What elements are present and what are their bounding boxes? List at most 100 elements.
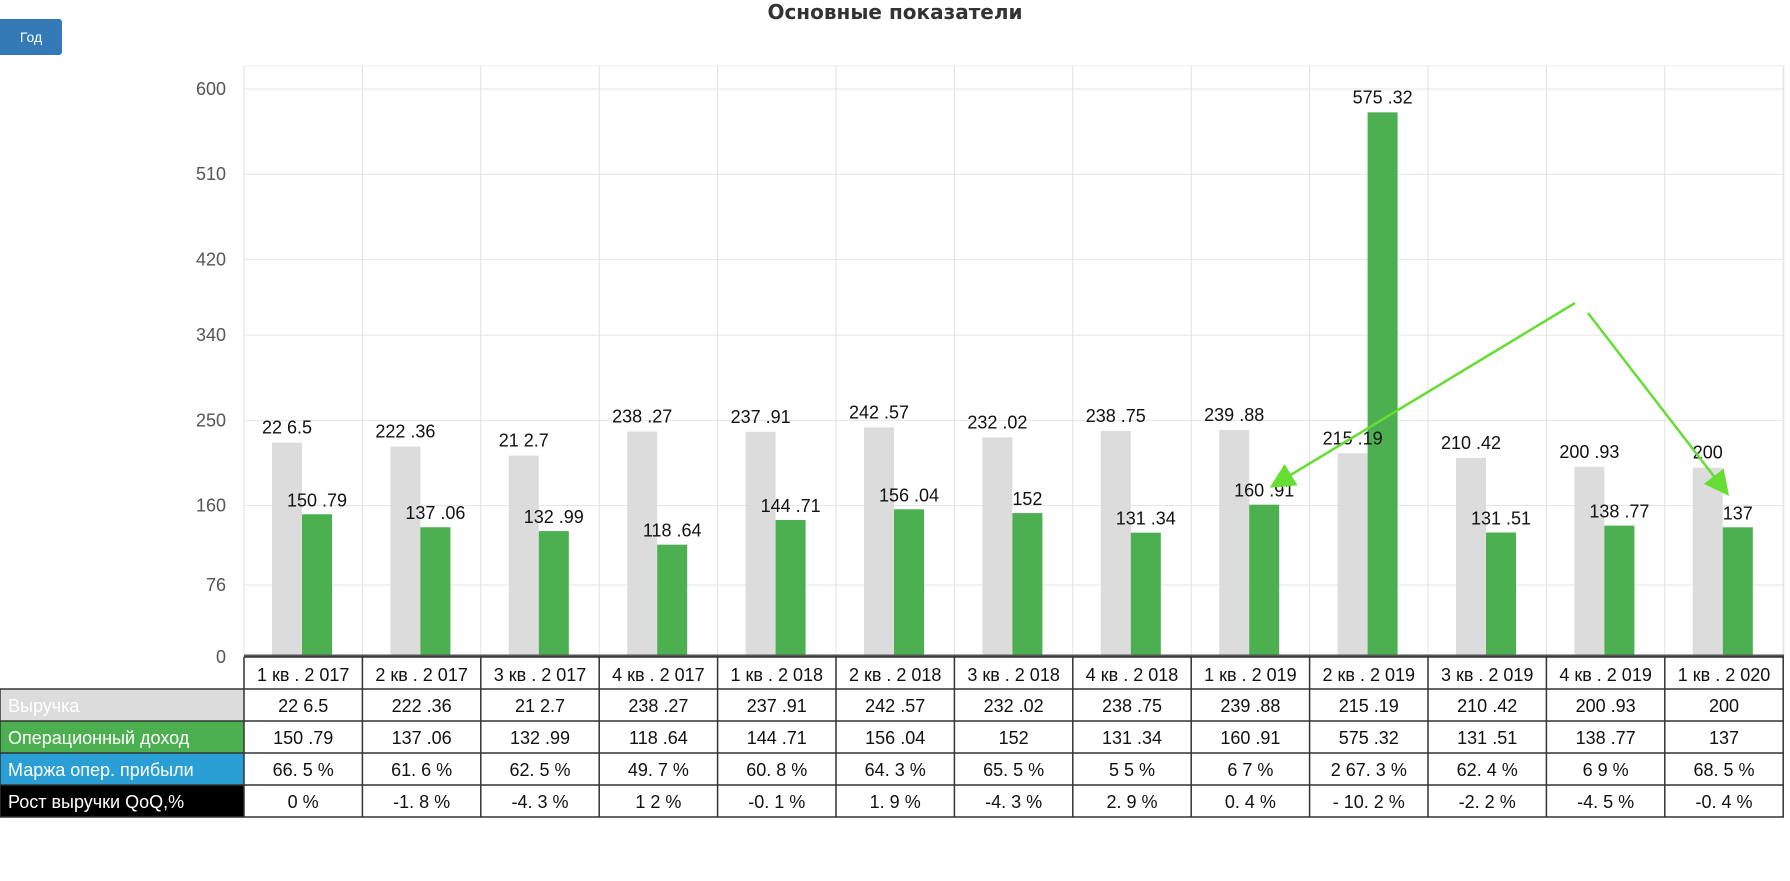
table-cell: 2 67. 3 % xyxy=(1331,760,1407,780)
table-cell: 22 6.5 xyxy=(278,696,328,716)
y-tick-label: 0 xyxy=(216,647,226,667)
revenue-bar xyxy=(1338,453,1368,657)
operating-income-bar xyxy=(302,514,332,657)
revenue-data-label: 222 .36 xyxy=(375,421,435,441)
revenue-bar xyxy=(1219,430,1249,657)
operating-income-bar xyxy=(894,509,924,657)
table-cell: 60. 8 % xyxy=(746,760,807,780)
revenue-data-label: 210 .42 xyxy=(1441,433,1501,453)
operating-income-data-label: 152 xyxy=(1012,489,1042,509)
table-cell: 1. 9 % xyxy=(870,792,921,812)
operating-income-data-label: 131 .51 xyxy=(1471,509,1531,529)
table-cell: 210 .42 xyxy=(1457,696,1517,716)
revenue-data-label: 21 2.7 xyxy=(499,431,549,451)
operating-income-bar xyxy=(420,527,450,657)
revenue-data-label: 200 .93 xyxy=(1559,442,1619,462)
category-label: 1 кв . 2 019 xyxy=(1204,665,1297,685)
table-cell: 2. 9 % xyxy=(1106,792,1157,812)
table-cell: -4. 3 % xyxy=(985,792,1042,812)
operating-income-data-label: 137 xyxy=(1723,503,1753,523)
table-cell: -0. 1 % xyxy=(748,792,805,812)
operating-income-data-label: 137 .06 xyxy=(405,503,465,523)
table-cell: 64. 3 % xyxy=(865,760,926,780)
table-cell: -0. 4 % xyxy=(1695,792,1752,812)
table-cell: 239 .88 xyxy=(1220,696,1280,716)
revenue-bar xyxy=(982,437,1012,657)
table-cell: 49. 7 % xyxy=(628,760,689,780)
operating-income-data-label: 138 .77 xyxy=(1589,502,1649,522)
table-row-label: Маржа опер. прибыли xyxy=(8,760,194,780)
operating-income-data-label: 150 .79 xyxy=(287,490,347,510)
table-cell: -4. 5 % xyxy=(1577,792,1634,812)
table-cell: - 10. 2 % xyxy=(1333,792,1405,812)
revenue-bar xyxy=(509,456,539,657)
operating-income-bar xyxy=(1249,505,1279,657)
operating-income-bar xyxy=(1723,527,1753,657)
table-cell: 200 .93 xyxy=(1576,696,1636,716)
y-tick-label: 510 xyxy=(196,164,226,184)
table-cell: 132 .99 xyxy=(510,728,570,748)
table-cell: 68. 5 % xyxy=(1693,760,1754,780)
table-cell: 215 .19 xyxy=(1339,696,1399,716)
table-cell: 144 .71 xyxy=(747,728,807,748)
revenue-bar xyxy=(1456,458,1486,657)
revenue-bar xyxy=(1101,431,1131,657)
category-label: 2 кв . 2 018 xyxy=(849,665,942,685)
revenue-bar xyxy=(746,432,776,657)
operating-income-bar xyxy=(1368,112,1398,657)
table-cell: 152 xyxy=(999,728,1029,748)
category-label: 4 кв . 2 019 xyxy=(1559,665,1652,685)
table-cell: 138 .77 xyxy=(1576,728,1636,748)
table-cell: 131 .34 xyxy=(1102,728,1162,748)
revenue-bar xyxy=(1693,468,1723,657)
category-label: 4 кв . 2 018 xyxy=(1086,665,1179,685)
table-cell: 61. 6 % xyxy=(391,760,452,780)
revenue-data-label: 200 xyxy=(1693,443,1723,463)
table-cell: 21 2.7 xyxy=(515,696,565,716)
table-cell: 137 .06 xyxy=(392,728,452,748)
operating-income-bar xyxy=(657,545,687,657)
operating-income-bar xyxy=(539,531,569,657)
table-cell: -1. 8 % xyxy=(393,792,450,812)
table-cell: 222 .36 xyxy=(392,696,452,716)
operating-income-bar xyxy=(776,520,806,657)
table-cell: 160 .91 xyxy=(1220,728,1280,748)
revenue-bar xyxy=(390,446,420,657)
revenue-data-label: 22 6.5 xyxy=(262,418,312,438)
category-label: 3 кв . 2 017 xyxy=(494,665,587,685)
table-cell: 232 .02 xyxy=(984,696,1044,716)
revenue-data-label: 242 .57 xyxy=(849,402,909,422)
table-cell: 66. 5 % xyxy=(273,760,334,780)
revenue-data-label: 239 .88 xyxy=(1204,405,1264,425)
table-cell: -4. 3 % xyxy=(511,792,568,812)
y-tick-label: 76 xyxy=(206,575,226,595)
operating-income-bar xyxy=(1131,533,1161,657)
table-cell: 1 2 % xyxy=(635,792,681,812)
category-label: 4 кв . 2 017 xyxy=(612,665,705,685)
table-cell: 131 .51 xyxy=(1457,728,1517,748)
category-label: 1 кв . 2 018 xyxy=(731,665,824,685)
table-cell: 238 .27 xyxy=(628,696,688,716)
revenue-data-label: 238 .75 xyxy=(1086,406,1146,426)
operating-income-data-label: 144 .71 xyxy=(761,496,821,516)
table-cell: 118 .64 xyxy=(629,728,688,748)
table-cell: 137 xyxy=(1709,728,1739,748)
table-cell: 200 xyxy=(1709,696,1739,716)
table-cell: 238 .75 xyxy=(1102,696,1162,716)
revenue-bar xyxy=(627,431,657,657)
table-cell: 237 .91 xyxy=(747,696,807,716)
quarterly-metrics-chart: 07616025034042051060022 6.5150 .79222 .3… xyxy=(0,0,1790,881)
table-cell: 5 5 % xyxy=(1109,760,1155,780)
table-row-label: Выручка xyxy=(8,696,80,716)
operating-income-data-label: 132 .99 xyxy=(524,507,584,527)
category-label: 1 кв . 2 017 xyxy=(257,665,350,685)
revenue-bar xyxy=(864,427,894,657)
table-row-label: Операционный доход xyxy=(8,728,190,748)
revenue-bar xyxy=(272,443,302,657)
table-row-label: Рост выручки QoQ,% xyxy=(8,792,184,812)
table-cell: 0 % xyxy=(288,792,319,812)
table-cell: 62. 4 % xyxy=(1457,760,1518,780)
table-cell: 150 .79 xyxy=(273,728,333,748)
operating-income-bar xyxy=(1604,526,1634,657)
category-label: 3 кв . 2 019 xyxy=(1441,665,1534,685)
